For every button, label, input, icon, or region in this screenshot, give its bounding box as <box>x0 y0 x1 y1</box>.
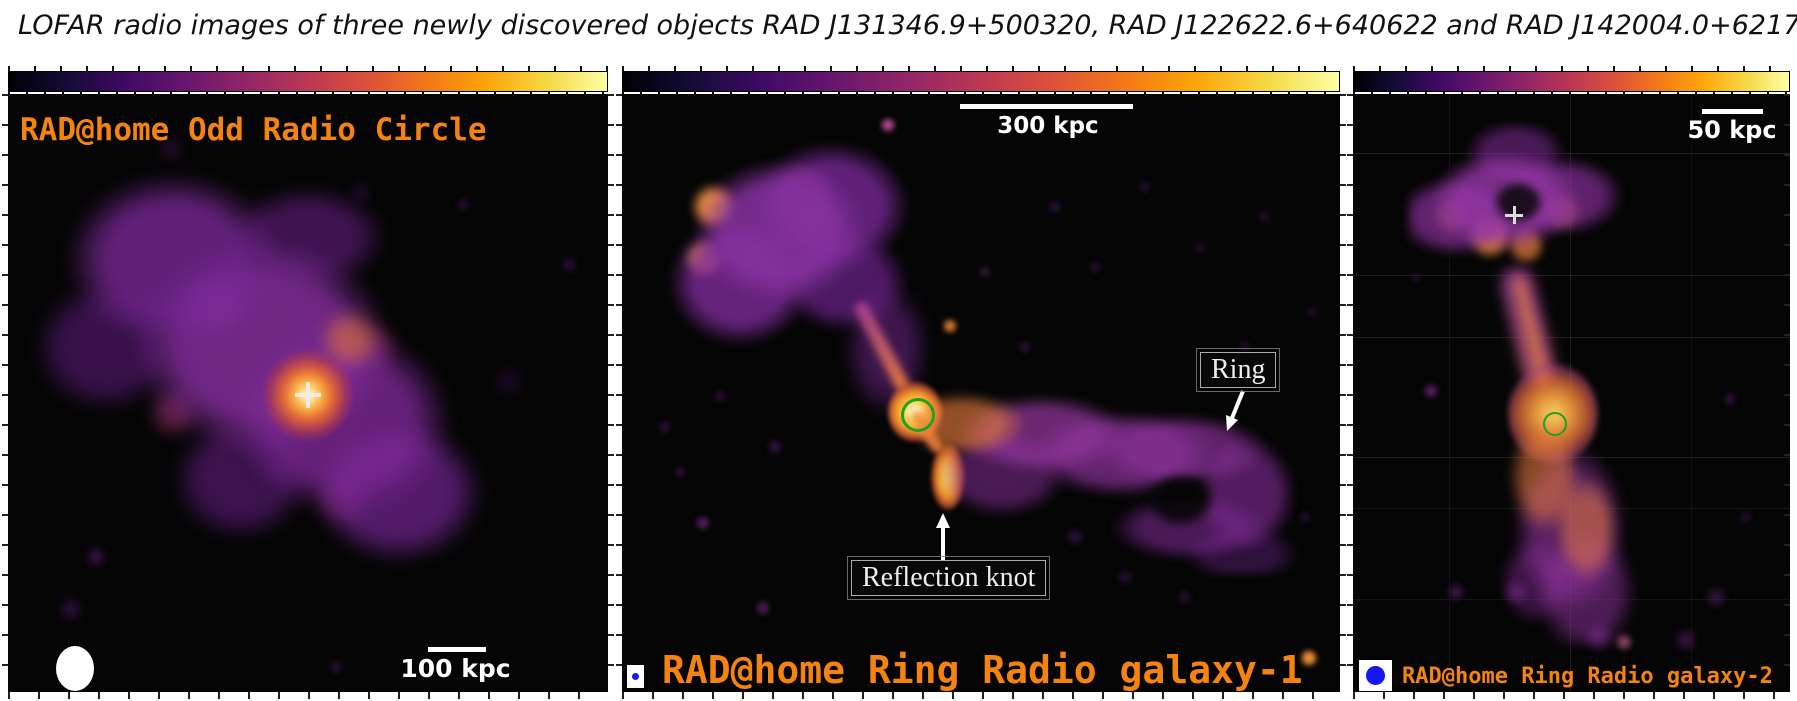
grid-line-vertical <box>1449 94 1450 692</box>
axis-ticks-left-panel3 <box>1347 94 1353 692</box>
scalebar-line <box>960 104 1133 109</box>
scalebar-line <box>428 647 486 652</box>
panel-odd-radio-circle: RAD@home Odd Radio Circle 100 kpc <box>8 94 608 692</box>
colorbar-ticks-top <box>1353 66 1790 71</box>
scalebar-label: 300 kpc <box>997 113 1099 139</box>
axis-ticks-bottom-panel2 <box>622 692 1340 699</box>
scalebar-line <box>1702 109 1763 114</box>
rrg1-plume <box>922 374 1322 574</box>
colorbar-gradient <box>622 71 1340 92</box>
host-cross-marker <box>1505 206 1523 224</box>
orc-specks <box>8 94 14 100</box>
rrg2-south-tail <box>1493 434 1663 644</box>
figure-title: LOFAR radio images of three newly discov… <box>18 10 1797 41</box>
colorbar-ticks-top <box>622 66 1340 71</box>
panel3-label: RAD@home Ring Radio galaxy-2 <box>1402 664 1773 689</box>
axis-ticks-left-panel2 <box>616 94 622 692</box>
scalebar-label: 100 kpc <box>400 654 511 683</box>
host-cross-marker <box>295 382 321 408</box>
beam-box <box>627 665 644 688</box>
colorbar-panel2 <box>622 66 1340 96</box>
grid-line-horizontal <box>1353 337 1790 338</box>
reflection-knot-annotation: Reflection knot <box>846 556 1051 600</box>
axis-ticks-bottom-panel3 <box>1353 692 1790 699</box>
ring-annotation: Ring <box>1195 348 1281 392</box>
panel1-heading: RAD@home Odd Radio Circle <box>20 112 487 148</box>
annotation-arrows <box>936 390 1245 560</box>
green-circle-host <box>901 398 935 432</box>
axis-ticks-right-panel1 <box>608 94 614 692</box>
rrg1-ring-hole <box>1145 472 1215 528</box>
axis-ticks-bottom-panel1 <box>8 692 608 699</box>
beam-box <box>1359 660 1392 691</box>
panel-ring-radio-galaxy-2: 50 kpc RAD@home Ring Radio galaxy-2 <box>1353 94 1790 692</box>
panel-ring-radio-galaxy-1: Ring Reflection knot 300 kpc RAD@home Ri… <box>622 94 1340 692</box>
colorbar-gradient <box>8 71 608 92</box>
scalebar-label: 50 kpc <box>1687 116 1777 144</box>
panel2-label: RAD@home Ring Radio galaxy-1 <box>662 648 1303 692</box>
beam-dot <box>632 673 639 680</box>
axis-ticks-left-panel1 <box>2 94 8 692</box>
colorbar-gradient <box>1353 71 1790 92</box>
axis-ticks-right-panel3 <box>1784 94 1790 692</box>
axis-ticks-right-panel2 <box>1340 94 1346 692</box>
grid-line-vertical <box>1691 94 1692 692</box>
colorbar-panel1 <box>8 66 608 96</box>
green-circle-host <box>1543 412 1567 436</box>
beam-dot <box>1366 666 1385 685</box>
beam-ellipse <box>56 646 94 691</box>
colorbar-ticks-top <box>8 66 608 71</box>
rrg2-specks <box>1353 94 1359 100</box>
colorbar-panel3 <box>1353 66 1790 96</box>
orc-diffuse-emission <box>38 149 488 589</box>
